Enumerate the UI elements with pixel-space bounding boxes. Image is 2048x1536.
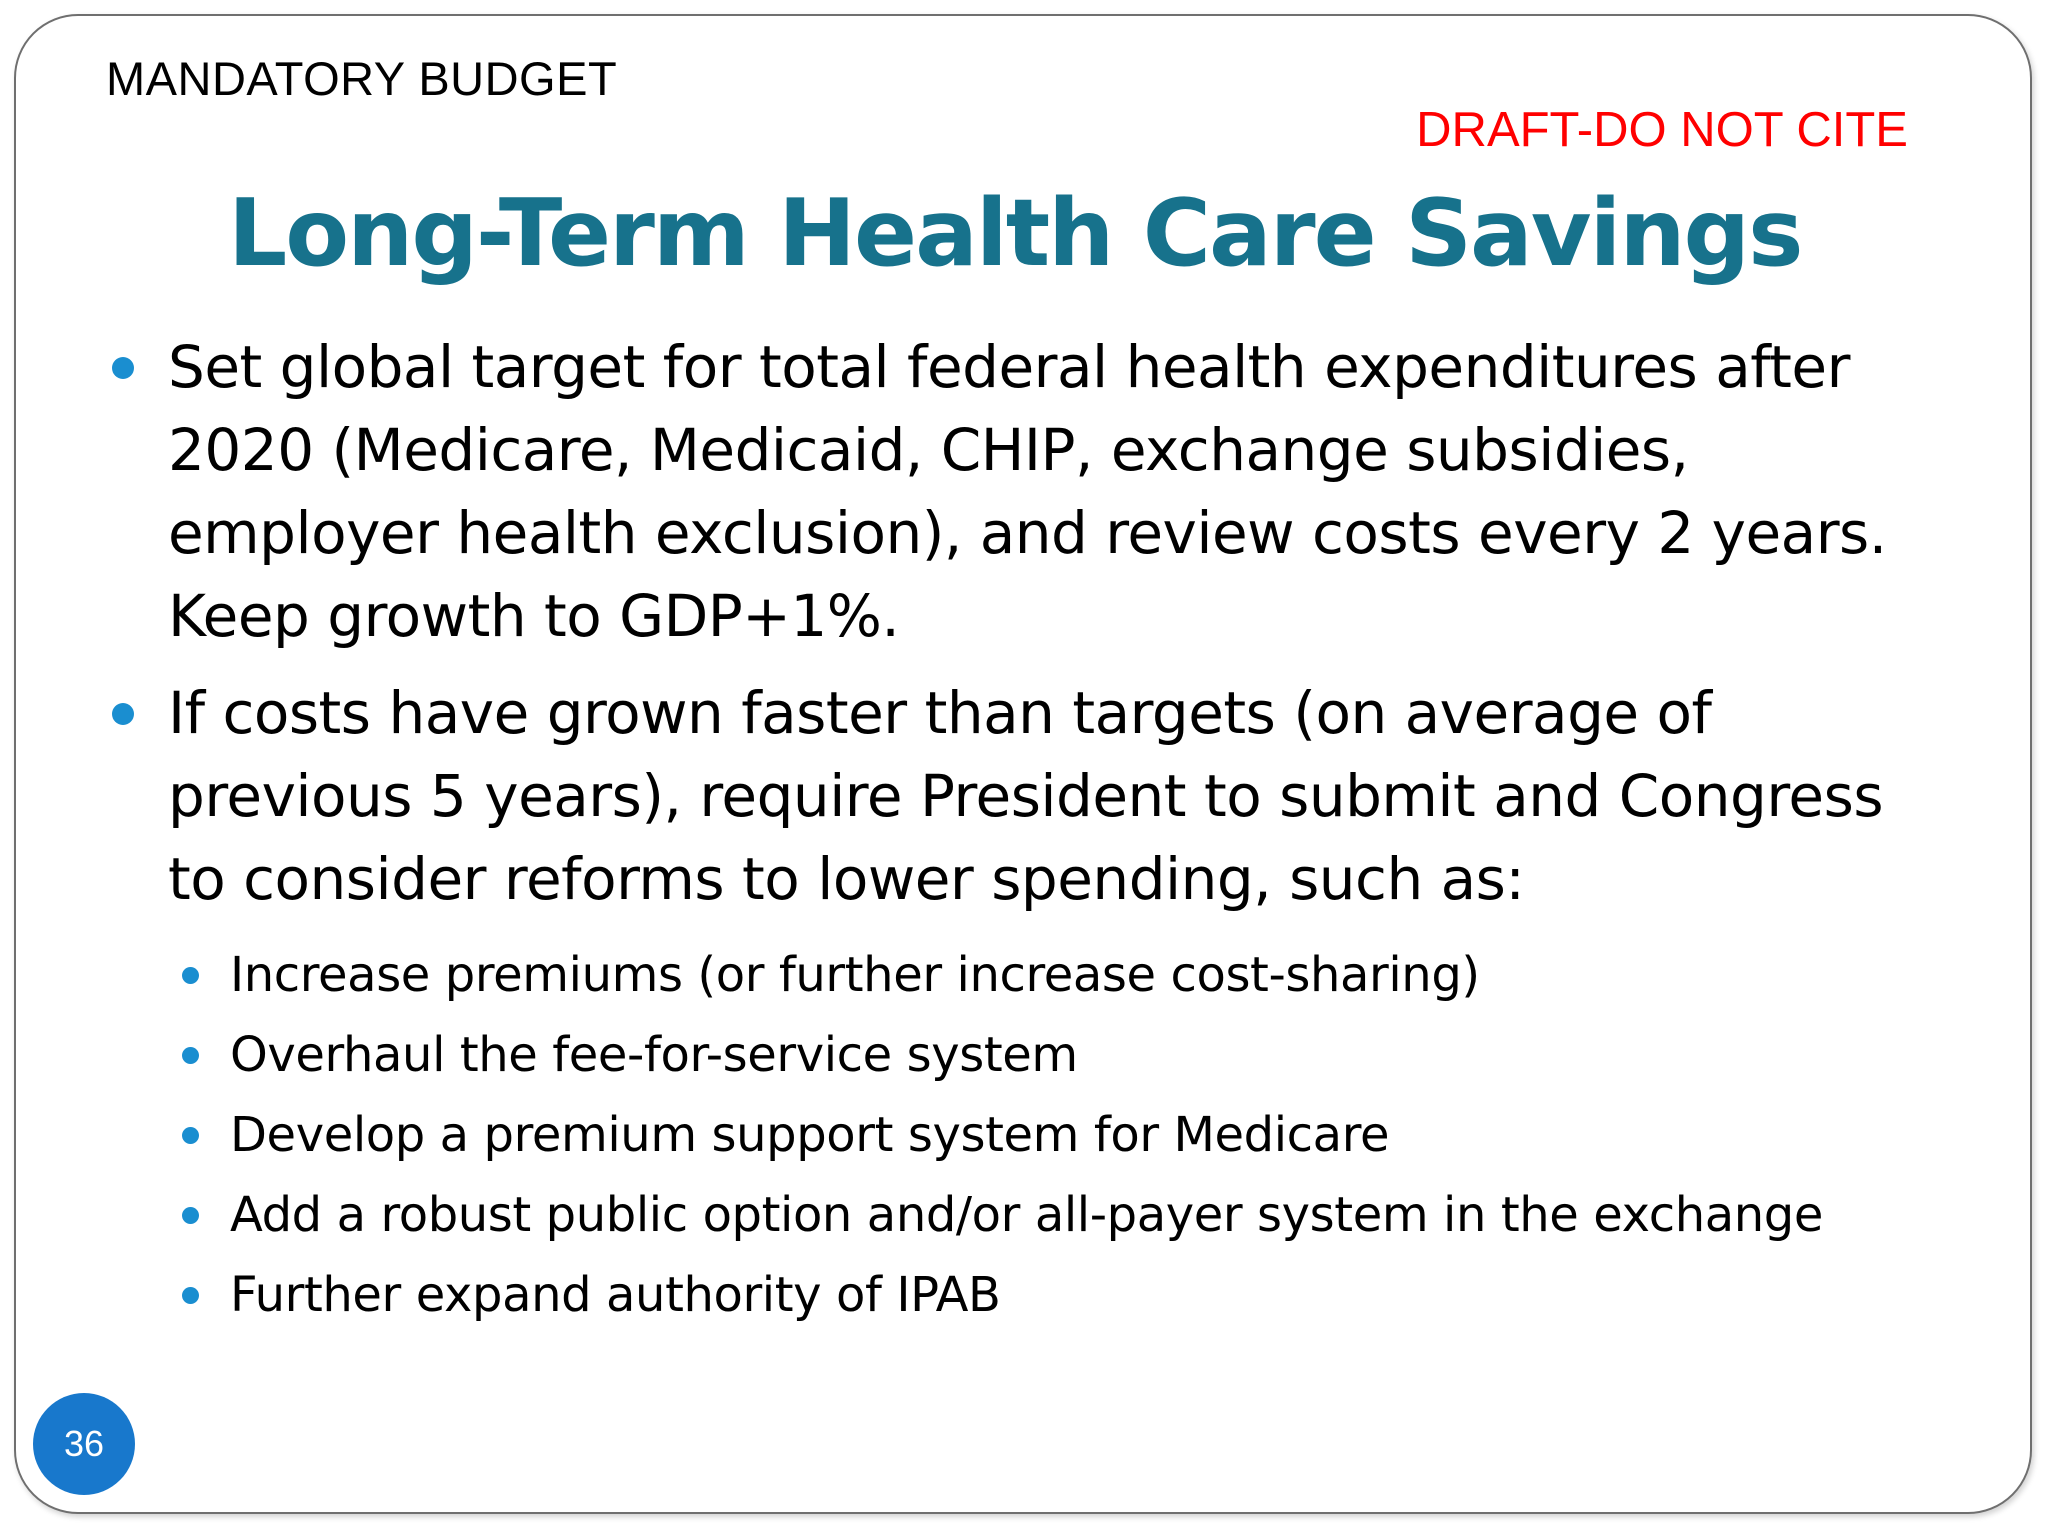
bullet-dot-icon [112, 703, 134, 725]
section-label: MANDATORY BUDGET [106, 52, 618, 105]
sub-bullet-dot-icon [182, 1207, 199, 1224]
sub-bullet-text: Overhaul the fee-for-service system [230, 1027, 1078, 1083]
sub-bullet-item: Add a robust public option and/or all-pa… [108, 1175, 1948, 1255]
page-number-badge: 36 [33, 1393, 135, 1495]
sub-bullet-item: Develop a premium support system for Med… [108, 1095, 1948, 1175]
sub-bullet-dot-icon [182, 1287, 199, 1304]
sub-bullet-dot-icon [182, 967, 199, 984]
slide-title: Long-Term Health Care Savings [228, 179, 1803, 287]
sub-bullet-text: Further expand authority of IPAB [230, 1267, 1001, 1323]
sub-bullet-text: Add a robust public option and/or all-pa… [230, 1187, 1823, 1243]
sub-bullet-dot-icon [182, 1047, 199, 1064]
bullet-text: Set global target for total federal heal… [168, 333, 1887, 650]
sub-bullet-text: Increase premiums (or further increase c… [230, 947, 1480, 1003]
slide-frame [14, 14, 2032, 1514]
bullet-text: If costs have grown faster than targets … [168, 679, 1884, 913]
slide-content: Set global target for total federal heal… [108, 326, 1948, 1335]
bullet-item: Set global target for total federal heal… [108, 326, 1948, 658]
sub-bullet-list: Increase premiums (or further increase c… [108, 935, 1948, 1335]
sub-bullet-dot-icon [182, 1127, 199, 1144]
sub-bullet-item: Increase premiums (or further increase c… [108, 935, 1948, 1015]
draft-notice: DRAFT-DO NOT CITE [1416, 103, 1908, 157]
bullet-dot-icon [112, 357, 134, 379]
sub-bullet-item: Overhaul the fee-for-service system [108, 1015, 1948, 1095]
sub-bullet-item: Further expand authority of IPAB [108, 1255, 1948, 1335]
bullet-item: If costs have grown faster than targets … [108, 672, 1948, 921]
sub-bullet-text: Develop a premium support system for Med… [230, 1107, 1390, 1163]
